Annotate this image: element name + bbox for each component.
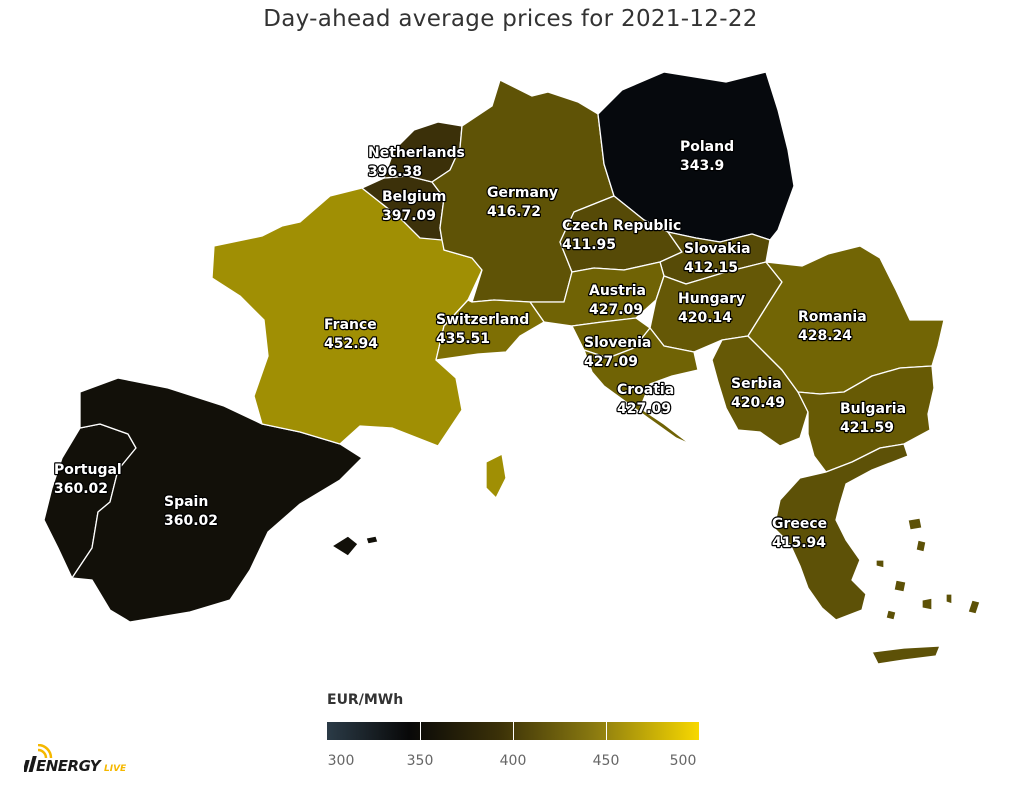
logo-suffix: LIVE	[104, 764, 127, 774]
label-spain-name: Spain	[164, 494, 208, 510]
label-france-value: 452.94	[324, 336, 378, 352]
label-bulgaria-name: Bulgaria	[840, 401, 906, 417]
label-slovenia-value: 427.09	[584, 354, 638, 370]
logo-text: ENERGY	[36, 757, 101, 775]
map-title: Day-ahead average prices for 2021-12-22	[263, 6, 758, 32]
label-croatia-value: 427.09	[617, 401, 671, 417]
legend-tick	[606, 722, 607, 740]
country-france-corsica[interactable]	[485, 453, 507, 499]
label-spain-value: 360.02	[164, 513, 218, 529]
country-spain-balearic[interactable]	[331, 535, 379, 557]
legend-tick-label: 500	[669, 753, 697, 769]
label-serbia-value: 420.49	[731, 395, 785, 411]
country-switzerland[interactable]	[435, 299, 545, 361]
label-switzerland-name: Switzerland	[436, 312, 529, 328]
legend-tick-label: 350	[406, 753, 434, 769]
label-greece-value: 415.94	[772, 535, 826, 551]
country-bulgaria[interactable]	[797, 365, 935, 473]
legend-tick	[420, 722, 421, 740]
label-greece-name: Greece	[772, 516, 827, 532]
country-greece[interactable]	[773, 443, 909, 621]
label-poland-name: Poland	[680, 139, 734, 155]
legend-tick-label: 450	[592, 753, 620, 769]
label-romania-value: 428.24	[798, 328, 852, 344]
label-poland-value: 343.9	[680, 158, 724, 174]
label-slovakia-value: 412.15	[684, 260, 738, 276]
label-germany-value: 416.72	[487, 204, 541, 220]
label-hungary-value: 420.14	[678, 310, 732, 326]
label-portugal-name: Portugal	[54, 462, 122, 478]
logo-icon	[22, 743, 53, 772]
label-czech-republic-value: 411.95	[562, 237, 616, 253]
legend-tick-label: 300	[327, 753, 355, 769]
label-croatia-name: Croatia	[617, 382, 674, 398]
country-france[interactable]	[211, 187, 483, 447]
label-belgium-name: Belgium	[382, 189, 446, 205]
label-slovakia-name: Slovakia	[684, 241, 751, 257]
label-portugal-value: 360.02	[54, 481, 108, 497]
country-greece-crete[interactable]	[871, 645, 941, 665]
label-slovenia-name: Slovenia	[584, 335, 651, 351]
label-romania-name: Romania	[798, 309, 867, 325]
label-netherlands-value: 396.38	[368, 164, 422, 180]
country-labels: Poland 343.9 Spain 360.02 Portugal 360.02 Neth…	[53, 138, 907, 552]
legend-tick-label: 400	[499, 753, 527, 769]
label-netherlands-name: Netherlands	[368, 145, 465, 161]
label-serbia-name: Serbia	[731, 376, 782, 392]
label-austria-name: Austria	[589, 283, 646, 299]
label-belgium-value: 397.09	[382, 208, 436, 224]
country-croatia[interactable]	[583, 327, 713, 455]
label-france-name: France	[324, 317, 377, 333]
label-austria-value: 427.09	[589, 302, 643, 318]
label-switzerland-value: 435.51	[436, 331, 490, 347]
country-greece-islands[interactable]	[875, 517, 981, 621]
label-germany-name: Germany	[487, 185, 558, 201]
legend-title: EUR/MWh	[327, 692, 404, 708]
label-czech-republic-name: Czech Republic	[562, 218, 681, 234]
energylive-logo	[22, 743, 154, 780]
label-hungary-name: Hungary	[678, 291, 745, 307]
label-bulgaria-value: 421.59	[840, 420, 894, 436]
legend-tick	[513, 722, 514, 740]
